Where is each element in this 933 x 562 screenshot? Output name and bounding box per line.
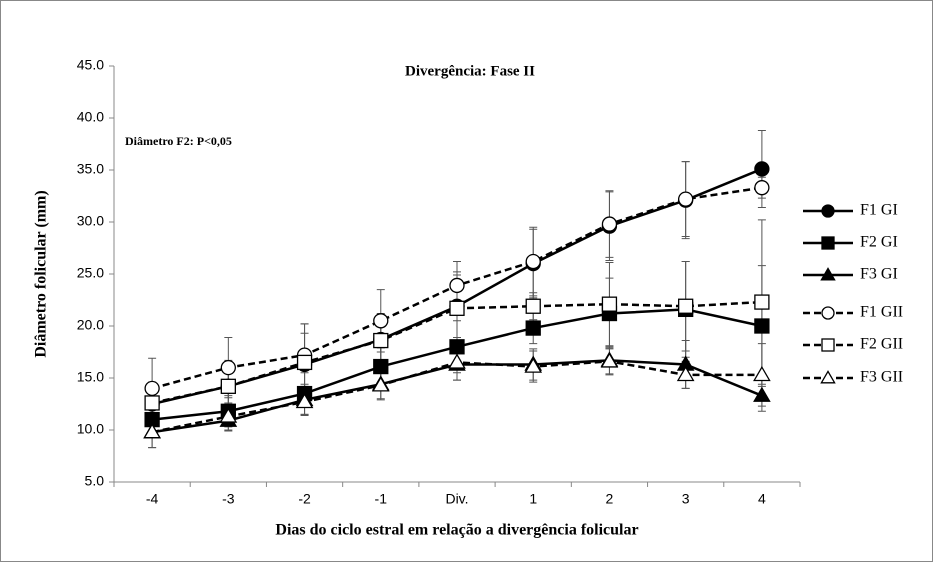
legend-label: F1 GII <box>860 304 903 321</box>
marker <box>371 376 390 392</box>
x-axis-label: Dias do ciclo estral em relação a diverg… <box>275 522 638 539</box>
legend-marker <box>820 370 836 384</box>
legend-label: F3 GI <box>860 266 898 283</box>
y-tick-label: 35.0 <box>77 161 104 177</box>
marker <box>144 380 160 397</box>
x-tick-label: -4 <box>146 491 159 507</box>
legend-marker <box>821 338 835 352</box>
marker <box>219 407 238 423</box>
x-tick-label: -1 <box>375 491 388 507</box>
legend-marker <box>821 236 835 250</box>
x-tick-label: 2 <box>606 491 614 507</box>
marker <box>220 378 236 394</box>
legend-label: F3 GII <box>860 369 903 386</box>
marker <box>753 386 771 402</box>
legend-label: F1 GI <box>860 202 898 219</box>
legend-label: F2 GI <box>860 234 898 251</box>
marker <box>525 320 541 336</box>
marker <box>448 353 466 369</box>
annotation: Diâmetro F2: P<0,05 <box>125 134 232 148</box>
y-tick-label: 30.0 <box>77 213 104 229</box>
marker <box>449 277 465 294</box>
x-tick-label: 3 <box>682 491 690 507</box>
x-tick-label: 1 <box>529 491 537 507</box>
y-tick-label: 45.0 <box>77 57 104 73</box>
y-tick-label: 10.0 <box>77 421 104 437</box>
marker <box>754 180 770 196</box>
marker <box>678 298 694 314</box>
marker <box>600 352 619 368</box>
marker <box>295 392 314 409</box>
y-tick-label: 25.0 <box>77 265 104 281</box>
y-axis-label: Diâmetro folicular (mm) <box>33 190 50 357</box>
y-tick-label: 15.0 <box>77 369 104 385</box>
marker <box>373 358 389 375</box>
marker <box>754 318 770 334</box>
marker <box>601 216 618 232</box>
y-tick-label: 40.0 <box>77 109 104 125</box>
marker <box>601 296 618 312</box>
marker <box>753 365 771 382</box>
marker <box>676 365 695 382</box>
legend-marker <box>821 306 835 320</box>
marker <box>449 339 465 355</box>
legend-marker <box>820 267 836 281</box>
marker <box>144 395 160 411</box>
marker <box>525 298 541 314</box>
y-tick-label: 20.0 <box>77 317 104 333</box>
legend-marker <box>821 204 835 218</box>
marker <box>525 253 541 270</box>
marker <box>754 294 770 310</box>
marker <box>373 313 389 329</box>
marker <box>754 161 770 177</box>
legend-label: F2 GII <box>860 336 903 353</box>
marker <box>373 332 389 349</box>
chart-title: Divergência: Fase II <box>405 63 535 79</box>
x-tick-label: -3 <box>222 491 235 507</box>
marker <box>678 191 694 207</box>
marker <box>524 357 543 373</box>
x-tick-label: -2 <box>298 491 311 507</box>
x-tick-label: Div. <box>445 491 468 507</box>
marker <box>143 423 161 439</box>
marker <box>220 359 236 376</box>
y-tick-label: 5.0 <box>85 473 105 489</box>
x-tick-label: 4 <box>758 491 766 507</box>
marker <box>449 300 465 316</box>
marker <box>296 354 313 371</box>
